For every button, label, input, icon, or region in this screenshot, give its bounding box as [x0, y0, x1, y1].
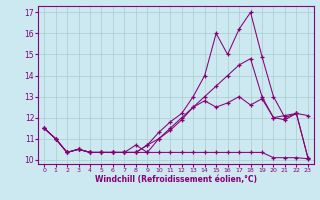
X-axis label: Windchill (Refroidissement éolien,°C): Windchill (Refroidissement éolien,°C)	[95, 175, 257, 184]
